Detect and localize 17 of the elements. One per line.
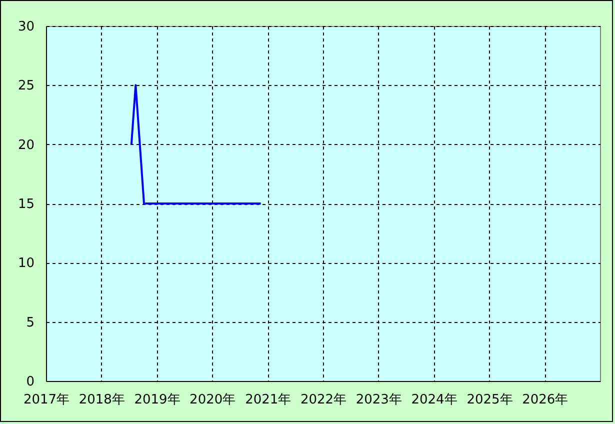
x-tick-label: 2017年	[23, 392, 70, 408]
x-tick-label: 2024年	[411, 392, 458, 408]
x-tick-label: 2025年	[466, 392, 513, 408]
x-tick-label: 2021年	[245, 392, 292, 408]
y-tick-label: 30	[18, 20, 34, 34]
x-tick-label: 2019年	[134, 392, 180, 408]
x-tick-label: 2020年	[190, 392, 236, 408]
x-tick-label: 2022年	[300, 392, 347, 408]
y-tick-label: 10	[18, 256, 34, 272]
y-tick-label: 5	[26, 315, 34, 330]
x-tick-label: 2018年	[78, 392, 125, 408]
y-tick-label: 15	[18, 197, 34, 212]
x-tick-label: 2023年	[356, 392, 402, 408]
y-tick-label: 0	[26, 374, 34, 390]
y-tick-label: 25	[18, 78, 34, 94]
x-tick-label: 2026年	[522, 392, 568, 408]
y-tick-label: 20	[18, 138, 34, 153]
